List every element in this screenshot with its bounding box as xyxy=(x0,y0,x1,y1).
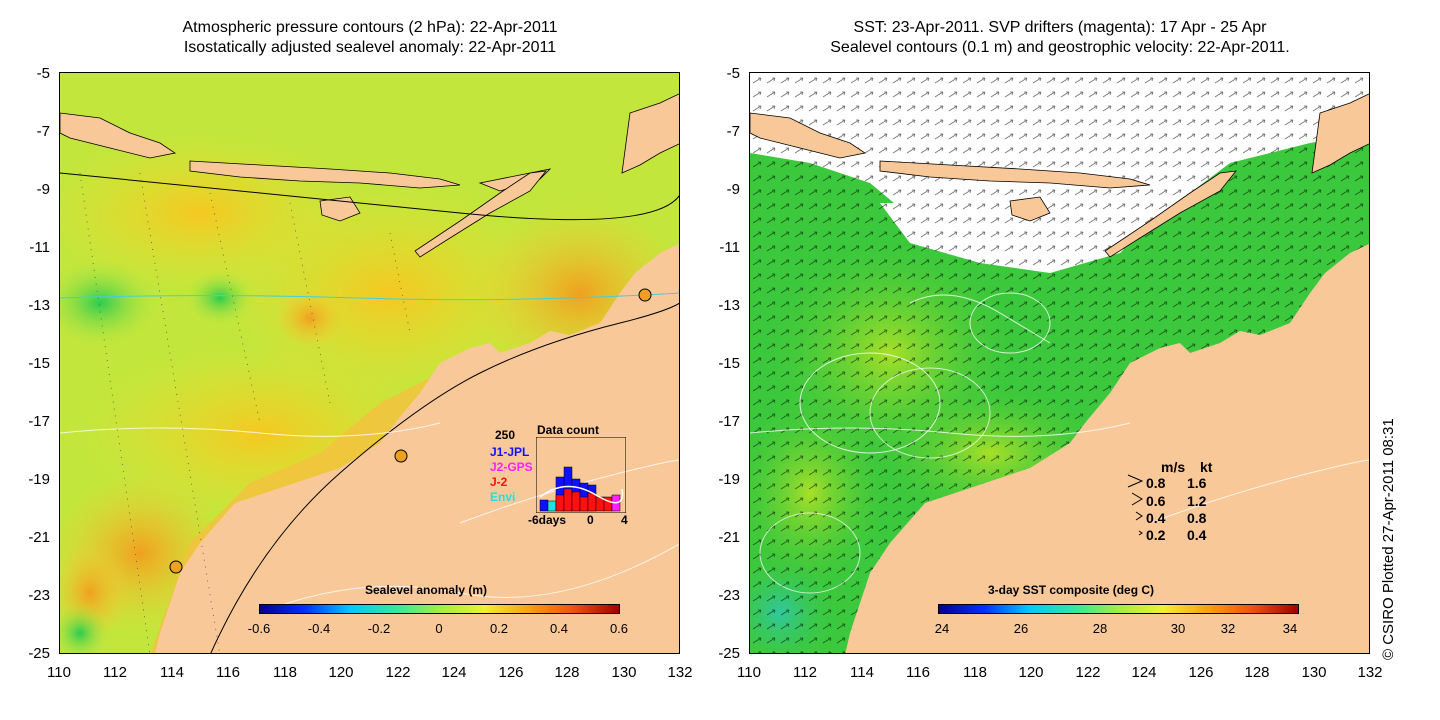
right-x-tick: 128 xyxy=(1244,664,1270,681)
velocity-legend-ms: 0.6 xyxy=(1146,493,1166,509)
left-y-tick: -25 xyxy=(28,645,50,662)
left-y-tick: -23 xyxy=(28,587,50,604)
velocity-legend-ms: 0.2 xyxy=(1146,527,1166,543)
right-x-tick: 122 xyxy=(1075,664,1101,681)
left-x-tick: 122 xyxy=(385,664,411,681)
right-x-tick: 120 xyxy=(1018,664,1044,681)
left-x-tick: 116 xyxy=(216,664,240,681)
inset-legend-j2gps: J2-GPS xyxy=(490,460,533,474)
left-title-line2: Isostatically adjusted sealevel anomaly:… xyxy=(183,39,557,56)
right-y-tick: -13 xyxy=(718,297,740,314)
left-x-tick: 114 xyxy=(160,664,184,681)
left-x-tick: 112 xyxy=(103,664,127,681)
right-x-tick: 132 xyxy=(1357,664,1383,681)
right-y-tick: -19 xyxy=(718,471,740,488)
left-y-tick: -21 xyxy=(28,529,50,546)
left-colorbar-label: Sealevel anomaly (m) xyxy=(365,583,488,597)
left-y-tick: -17 xyxy=(28,413,50,430)
left-colorbar-tick: 0.2 xyxy=(489,621,509,636)
right-x-tick: 116 xyxy=(906,664,930,681)
left-colorbar-tick: -0.6 xyxy=(247,621,271,636)
sealevel-anomaly-map-graphic xyxy=(60,73,679,653)
right-y-tick: -7 xyxy=(726,123,740,140)
inset-xaxis-mid: 0 xyxy=(587,513,594,527)
inset-legend-envi: Envi xyxy=(490,490,516,504)
right-colorbar-tick: 24 xyxy=(934,621,950,636)
plot-credit: © CSIRO Plotted 27-Apr-2011 08:31 xyxy=(1380,418,1397,660)
left-y-tick: -9 xyxy=(36,181,50,198)
left-colorbar xyxy=(259,604,620,614)
right-x-tick: 114 xyxy=(850,664,874,681)
left-colorbar-tick: -0.2 xyxy=(367,621,391,636)
velocity-legend-ms: 0.4 xyxy=(1146,510,1166,526)
right-y-tick: -21 xyxy=(718,529,740,546)
right-colorbar-tick: 34 xyxy=(1282,621,1298,636)
inset-title: Data count xyxy=(537,423,600,437)
velocity-legend-kt: 1.6 xyxy=(1187,475,1207,491)
left-x-tick: 132 xyxy=(667,664,693,681)
left-colorbar-tick: 0 xyxy=(435,621,443,636)
right-y-tick: -17 xyxy=(718,413,740,430)
right-colorbar-tick: 26 xyxy=(1013,621,1029,636)
left-x-tick: 110 xyxy=(47,664,71,681)
left-y-tick: -15 xyxy=(28,355,50,372)
right-y-tick: -9 xyxy=(726,181,740,198)
right-colorbar-tick: 32 xyxy=(1220,621,1236,636)
left-x-tick: 124 xyxy=(441,664,467,681)
left-y-tick: -7 xyxy=(36,123,50,140)
right-y-tick: -25 xyxy=(718,645,740,662)
left-title-line1: Atmospheric pressure contours (2 hPa): 2… xyxy=(182,19,558,36)
data-count-histogram xyxy=(536,437,626,513)
sst-velocity-map-graphic xyxy=(750,73,1369,653)
right-x-tick: 124 xyxy=(1131,664,1157,681)
inset-xaxis-right: 4 xyxy=(621,513,628,527)
inset-max-label: 250 xyxy=(495,428,516,442)
right-x-tick: 112 xyxy=(793,664,817,681)
left-y-tick: -13 xyxy=(28,297,50,314)
velocity-legend-header-kt: kt xyxy=(1200,459,1213,475)
inset-xaxis-left: -6days xyxy=(528,513,567,527)
right-y-tick: -5 xyxy=(726,65,740,82)
left-y-tick: -5 xyxy=(36,65,50,82)
right-colorbar xyxy=(938,604,1299,614)
inset-legend-j2: J-2 xyxy=(490,475,508,489)
right-title-line1: SST: 23-Apr-2011. SVP drifters (magenta)… xyxy=(853,19,1267,36)
right-x-tick: 118 xyxy=(963,664,987,681)
left-colorbar-tick: -0.4 xyxy=(307,621,331,636)
right-y-tick: -23 xyxy=(718,587,740,604)
left-x-tick: 128 xyxy=(554,664,580,681)
left-x-tick: 118 xyxy=(273,664,297,681)
left-y-tick: -11 xyxy=(29,239,50,256)
right-colorbar-label: 3-day SST composite (deg C) xyxy=(988,583,1155,597)
velocity-legend-ms: 0.8 xyxy=(1146,475,1166,491)
right-title-line2: Sealevel contours (0.1 m) and geostrophi… xyxy=(830,39,1290,56)
right-x-tick: 130 xyxy=(1301,664,1327,681)
left-colorbar-tick: 0.6 xyxy=(609,621,629,636)
velocity-legend-kt: 0.4 xyxy=(1187,527,1207,543)
left-x-tick: 126 xyxy=(498,664,524,681)
velocity-legend-header-ms: m/s xyxy=(1161,459,1186,475)
sst-velocity-map[interactable]: m/s kt 0.8 1.6 0.6 1.2 0.4 0.8 0.2 0.4 3… xyxy=(749,72,1370,654)
right-x-tick: 126 xyxy=(1188,664,1214,681)
inset-legend-j1jpl: J1-JPL xyxy=(490,445,530,459)
sealevel-anomaly-map[interactable]: 250 Data count J1-JPL J2-GPS J-2 Envi -6… xyxy=(59,72,680,654)
velocity-legend-kt: 1.2 xyxy=(1187,493,1207,509)
right-colorbar-tick: 28 xyxy=(1092,621,1108,636)
left-x-tick: 120 xyxy=(328,664,354,681)
right-colorbar-tick: 30 xyxy=(1170,621,1186,636)
left-y-tick: -19 xyxy=(28,471,50,488)
velocity-legend-kt: 0.8 xyxy=(1187,510,1207,526)
right-x-tick: 110 xyxy=(737,664,761,681)
right-y-tick: -15 xyxy=(718,355,740,372)
left-colorbar-tick: 0.4 xyxy=(549,621,569,636)
right-y-tick: -11 xyxy=(719,239,740,256)
left-x-tick: 130 xyxy=(611,664,637,681)
